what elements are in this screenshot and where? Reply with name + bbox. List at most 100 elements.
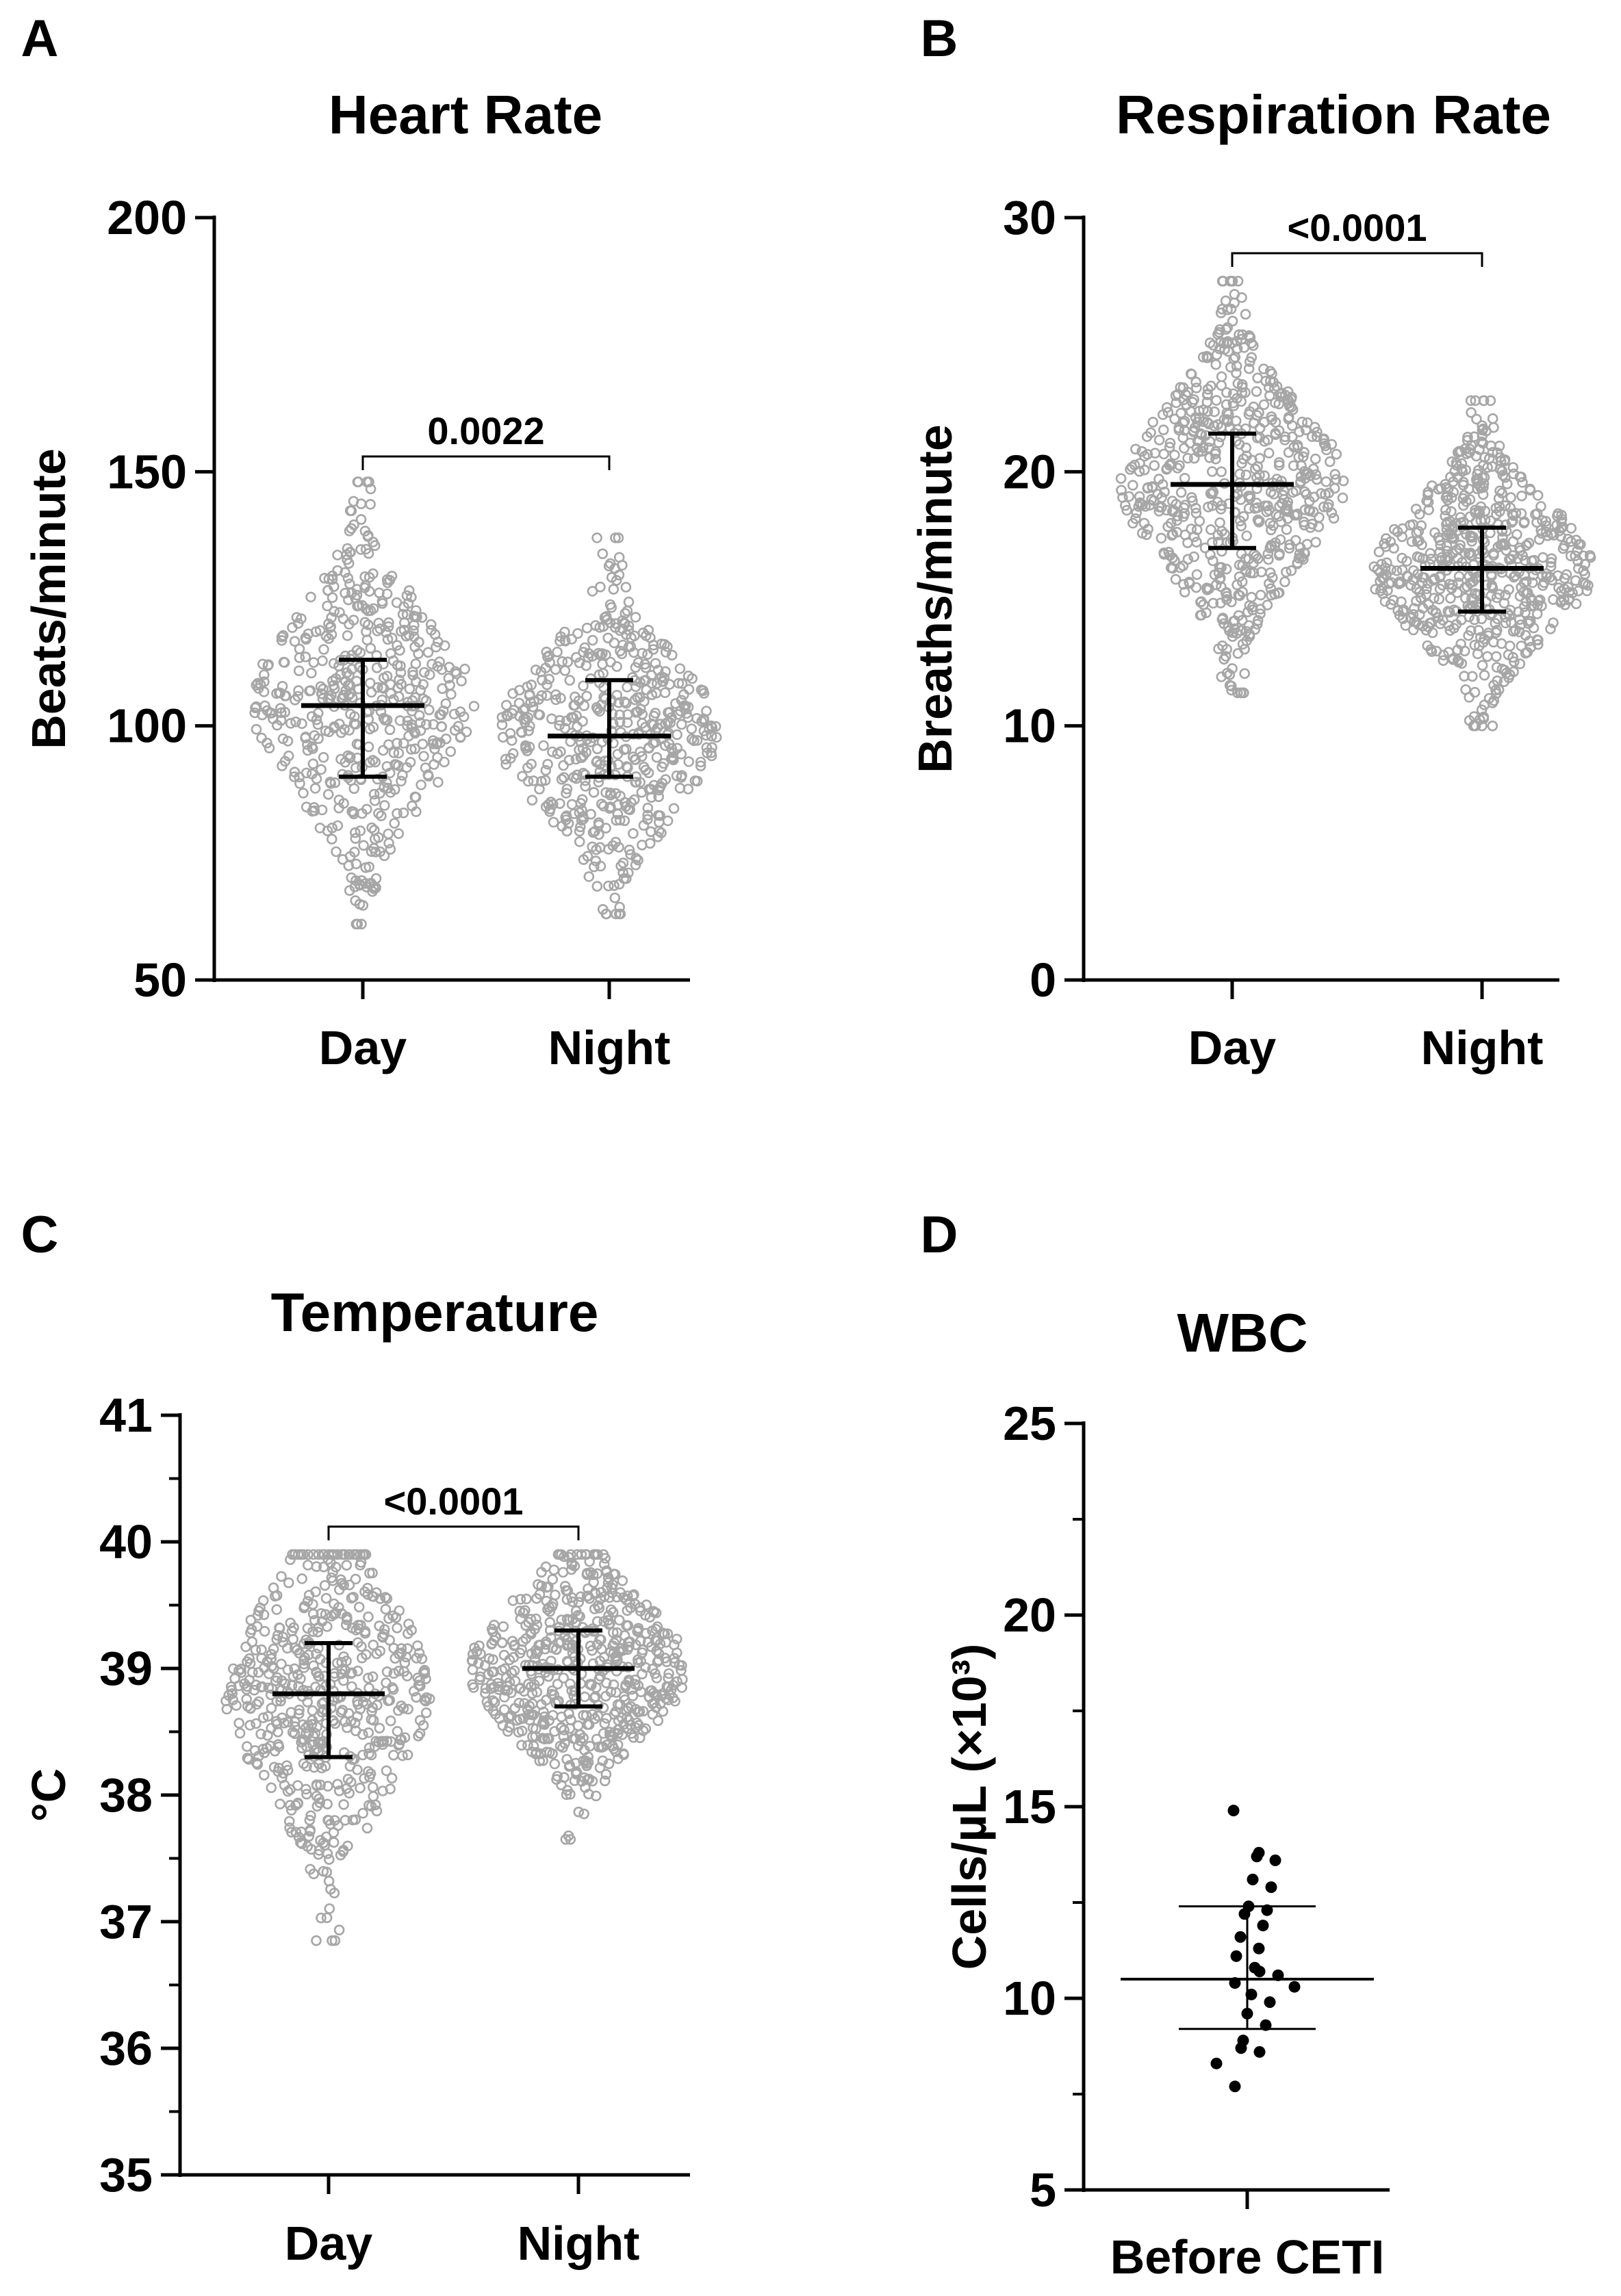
x-tick-label: Day <box>285 2217 372 2270</box>
data-point <box>575 1736 586 1746</box>
data-point <box>416 612 428 623</box>
data-point <box>496 712 508 723</box>
data-point <box>393 1666 405 1677</box>
data-point <box>357 900 369 911</box>
data-point <box>1310 537 1321 548</box>
data-point <box>500 753 511 765</box>
data-point <box>607 1740 618 1752</box>
y-tick-label: 36 <box>99 2022 153 2075</box>
data-point <box>1190 507 1202 519</box>
data-point <box>468 1682 479 1693</box>
data-point <box>498 1621 509 1632</box>
data-point <box>585 1679 597 1690</box>
data-point <box>243 1754 255 1765</box>
data-point <box>1373 546 1385 558</box>
data-point <box>1554 525 1565 537</box>
data-point <box>1388 595 1399 606</box>
data-point <box>691 735 703 746</box>
data-point <box>580 1627 591 1638</box>
data-point <box>1477 423 1489 435</box>
data-point <box>576 1549 587 1560</box>
data-point <box>622 682 633 693</box>
data-point <box>301 801 312 812</box>
data-point <box>485 1679 497 1690</box>
panel-heart-rate: A Heart Rate 50 100 150 200 Beats/minute Day Nig… <box>21 10 722 1074</box>
data-point <box>1425 547 1436 559</box>
data-point <box>611 689 623 701</box>
data-point <box>1158 549 1170 560</box>
data-point <box>350 1549 362 1560</box>
data-point <box>360 862 372 873</box>
data-point <box>650 1635 661 1646</box>
data-point <box>1190 376 1201 388</box>
data-point <box>362 1673 374 1684</box>
data-point <box>302 1560 314 1571</box>
data-point <box>301 1783 311 1795</box>
data-point <box>574 1729 586 1740</box>
data-point <box>324 776 336 788</box>
data-point <box>1457 493 1469 504</box>
data-point <box>293 685 304 696</box>
data-point <box>1516 490 1527 502</box>
data-point <box>516 1644 528 1655</box>
data-point <box>1231 367 1242 378</box>
data-point <box>1382 584 1393 596</box>
data-point <box>506 1667 518 1679</box>
data-point <box>403 1703 413 1715</box>
data-point <box>1457 479 1469 491</box>
data-point <box>320 1831 332 1842</box>
data-point <box>1229 289 1240 300</box>
data-point <box>338 689 349 701</box>
data-point <box>307 1705 318 1716</box>
data-point <box>583 871 595 882</box>
data-point <box>574 825 585 837</box>
data-point <box>285 1617 296 1629</box>
data-point <box>710 721 722 732</box>
data-point <box>344 1579 355 1590</box>
data-point <box>1281 524 1292 535</box>
data-point <box>1320 489 1331 500</box>
data-point <box>1208 597 1219 609</box>
data-point <box>682 670 694 682</box>
data-point <box>536 690 548 701</box>
data-point <box>706 730 717 742</box>
data-point <box>1497 469 1509 481</box>
data-point <box>1474 507 1485 519</box>
data-point <box>235 1664 246 1675</box>
data-point <box>1164 441 1175 453</box>
data-point <box>271 1604 283 1615</box>
data-point <box>542 758 553 770</box>
data-point <box>625 641 637 652</box>
x-tick-label: Night <box>548 1021 671 1074</box>
data-point <box>1401 570 1413 582</box>
data-point <box>646 678 658 689</box>
data-point <box>387 1610 398 1621</box>
data-point <box>339 724 350 735</box>
data-point <box>584 1593 595 1604</box>
data-point <box>352 600 363 612</box>
data-point <box>323 618 334 630</box>
data-point <box>376 810 387 821</box>
data-point <box>590 1790 602 1802</box>
data-point <box>1241 450 1252 462</box>
data-point <box>379 1629 390 1640</box>
data-point <box>1123 491 1135 502</box>
data-point <box>676 695 687 706</box>
data-point <box>1314 512 1325 523</box>
data-point <box>1312 474 1323 485</box>
data-point <box>342 1614 353 1625</box>
data-point <box>242 1701 253 1712</box>
data-point <box>294 1704 305 1716</box>
data-point <box>274 1622 285 1634</box>
data-point <box>418 679 429 690</box>
data-point <box>609 892 621 903</box>
data-point <box>1467 671 1478 682</box>
data-point <box>1188 551 1199 563</box>
data-point <box>289 1728 301 1740</box>
data-point <box>635 677 646 688</box>
data-point <box>1379 538 1390 550</box>
data-point <box>316 688 327 699</box>
data-point <box>1169 413 1180 425</box>
data-point <box>1515 619 1527 630</box>
data-point <box>1264 578 1275 589</box>
